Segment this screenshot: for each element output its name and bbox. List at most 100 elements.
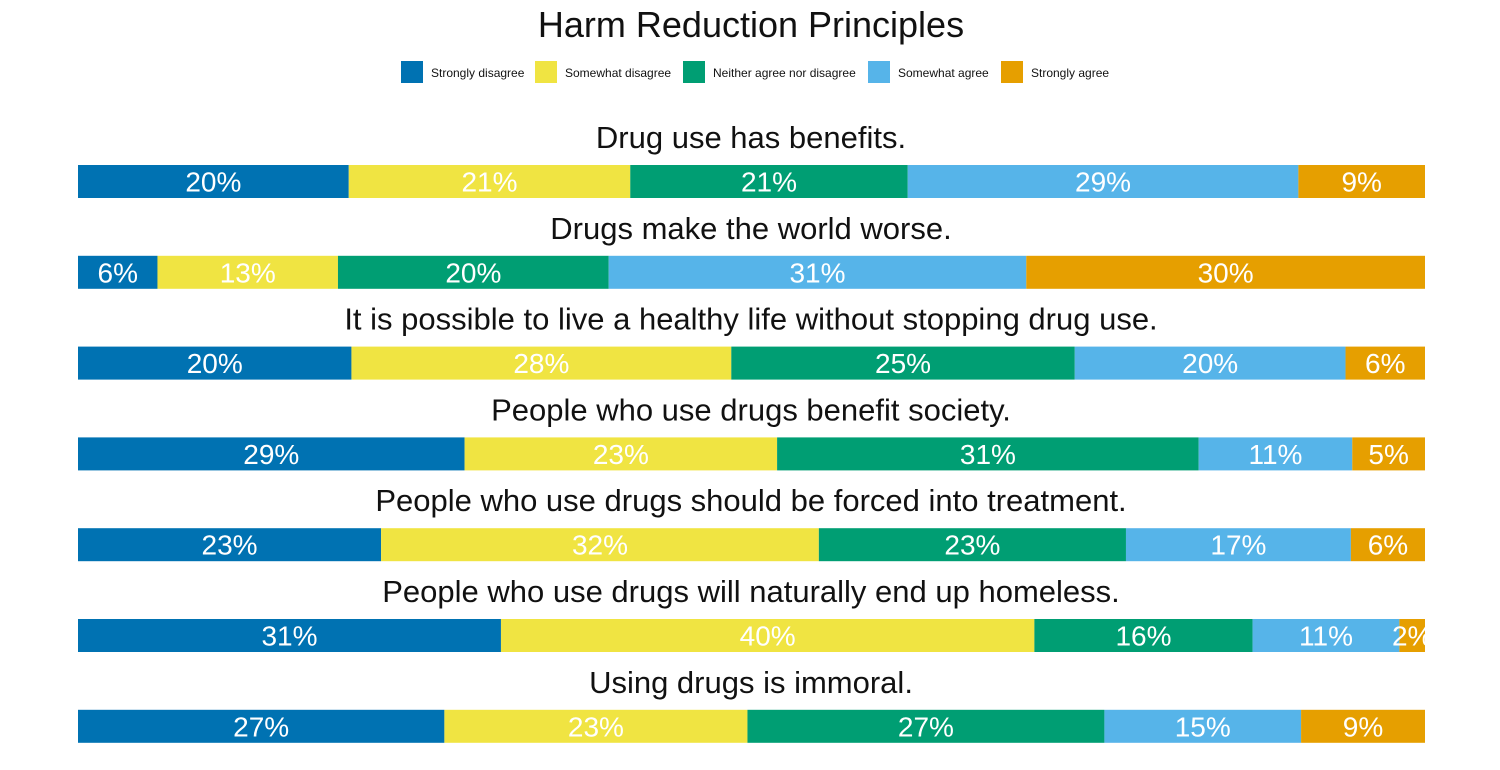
segment-value-label: 25%	[875, 348, 931, 379]
statement-row: People who use drugs should be forced in…	[78, 483, 1425, 562]
segment-value-label: 29%	[1075, 167, 1131, 198]
statement-row: It is possible to live a healthy life wi…	[78, 302, 1425, 380]
bar-segment	[1026, 255, 1425, 289]
segment-value-label: 23%	[593, 439, 649, 470]
segment-value-label: 20%	[187, 348, 243, 379]
bar-segment	[1252, 619, 1400, 652]
bar-segment	[444, 709, 748, 743]
segment-value-label: 20%	[1182, 348, 1238, 379]
legend-item: Neither agree nor disagree	[683, 61, 856, 83]
legend-swatch	[868, 61, 890, 83]
statement-row: People who use drugs will naturally end …	[78, 574, 1432, 652]
statement-row: Using drugs is immoral. 27% 23% 27% 15% 9%	[78, 665, 1425, 743]
legend-label: Strongly agree	[1031, 66, 1109, 80]
segment-value-label: 23%	[568, 711, 624, 742]
segment-value-label: 15%	[1175, 711, 1231, 742]
segment-value-label: 27%	[233, 711, 289, 742]
segment-value-label: 9%	[1341, 167, 1381, 198]
bar-segment	[1104, 709, 1302, 743]
bar-segment	[78, 165, 349, 198]
bar-segment	[78, 709, 445, 743]
segment-value-label: 23%	[944, 530, 1000, 561]
legend: Strongly disagree Somewhat disagree Neithe…	[401, 61, 1109, 83]
segment-value-label: 21%	[741, 167, 797, 198]
bar-segment	[1298, 165, 1425, 198]
segment-value-label: 30%	[1198, 257, 1254, 288]
statement-label: It is possible to live a healthy life wi…	[344, 302, 1157, 337]
bar-segment	[337, 255, 609, 289]
bar-segment	[78, 528, 382, 562]
bar-segment	[381, 528, 819, 562]
bar-segment	[78, 619, 501, 652]
legend-label: Neither agree nor disagree	[713, 66, 856, 80]
legend-label: Somewhat agree	[898, 66, 989, 80]
bar-segment	[351, 346, 732, 380]
legend-label: Somewhat disagree	[565, 66, 671, 80]
bar-segment	[348, 165, 631, 198]
segment-value-label: 13%	[220, 257, 276, 288]
chart-rows: Drug use has benefits.20% 21% 21% 29% 9%Drug…	[78, 120, 1432, 743]
bar-segment	[78, 255, 158, 289]
bar-segment	[78, 437, 465, 471]
segment-value-label: 20%	[185, 167, 241, 198]
statement-row: People who use drugs benefit society. 29%…	[78, 392, 1425, 471]
legend-swatch	[535, 61, 557, 83]
bar-segment	[731, 346, 1075, 380]
legend-label: Strongly disagree	[431, 66, 525, 80]
legend-swatch	[401, 61, 423, 83]
segment-value-label: 31%	[960, 439, 1016, 470]
segment-value-label: 29%	[243, 439, 299, 470]
bar-segment	[1125, 528, 1351, 562]
bar-segment	[157, 255, 338, 289]
bar-segment	[1352, 437, 1425, 471]
segment-value-label: 17%	[1210, 530, 1266, 561]
segment-value-label: 27%	[898, 711, 954, 742]
segment-value-label: 11%	[1248, 439, 1302, 470]
statement-label: Drugs make the world worse.	[550, 211, 951, 246]
segment-value-label: 16%	[1115, 621, 1171, 652]
bar-segment	[907, 165, 1299, 198]
bar-segment	[1074, 346, 1346, 380]
segment-value-label: 31%	[789, 257, 845, 288]
bar-segment	[1301, 709, 1425, 743]
segment-value-label: 28%	[513, 348, 569, 379]
segment-value-label: 31%	[261, 621, 317, 652]
segment-value-label: 6%	[1365, 348, 1405, 379]
bar-segment	[1399, 619, 1425, 652]
bar-segment	[1034, 619, 1253, 652]
segment-value-label: 23%	[202, 530, 258, 561]
bar-segment	[608, 255, 1027, 289]
statement-row: Drugs make the world worse. 6% 13% 20% 31% 30…	[78, 211, 1425, 289]
legend-item: Strongly agree	[1001, 61, 1109, 83]
segment-value-label: 2%	[1392, 621, 1432, 652]
segment-value-label: 40%	[740, 621, 796, 652]
statement-label: Using drugs is immoral.	[589, 665, 913, 700]
legend-swatch	[1001, 61, 1023, 83]
segment-value-label: 6%	[98, 257, 138, 288]
legend-swatch	[683, 61, 705, 83]
statement-row: Drug use has benefits. 20% 21% 21% 29% 9%	[78, 120, 1425, 198]
segment-value-label: 9%	[1343, 711, 1383, 742]
bar-segment	[78, 346, 352, 380]
bar-segment	[747, 709, 1105, 743]
statement-label: Drug use has benefits.	[596, 120, 906, 155]
bar-segment	[777, 437, 1199, 471]
legend-item: Strongly disagree	[401, 61, 525, 83]
segment-value-label: 11%	[1299, 621, 1353, 652]
legend-item: Somewhat disagree	[535, 61, 671, 83]
bar-segment	[500, 619, 1035, 652]
statement-label: People who use drugs should be forced in…	[375, 483, 1126, 518]
chart-title: Harm Reduction Principles	[538, 4, 964, 45]
segment-value-label: 20%	[445, 257, 501, 288]
statement-label: People who use drugs will naturally end …	[382, 574, 1120, 609]
segment-value-label: 21%	[461, 167, 517, 198]
segment-value-label: 6%	[1368, 530, 1408, 561]
bar-segment	[464, 437, 778, 471]
bar-segment	[630, 165, 908, 198]
bar-segment	[1345, 346, 1425, 380]
bar-segment	[1350, 528, 1425, 562]
segment-value-label: 32%	[572, 530, 628, 561]
segment-value-label: 5%	[1368, 439, 1408, 470]
bar-segment	[1198, 437, 1353, 471]
